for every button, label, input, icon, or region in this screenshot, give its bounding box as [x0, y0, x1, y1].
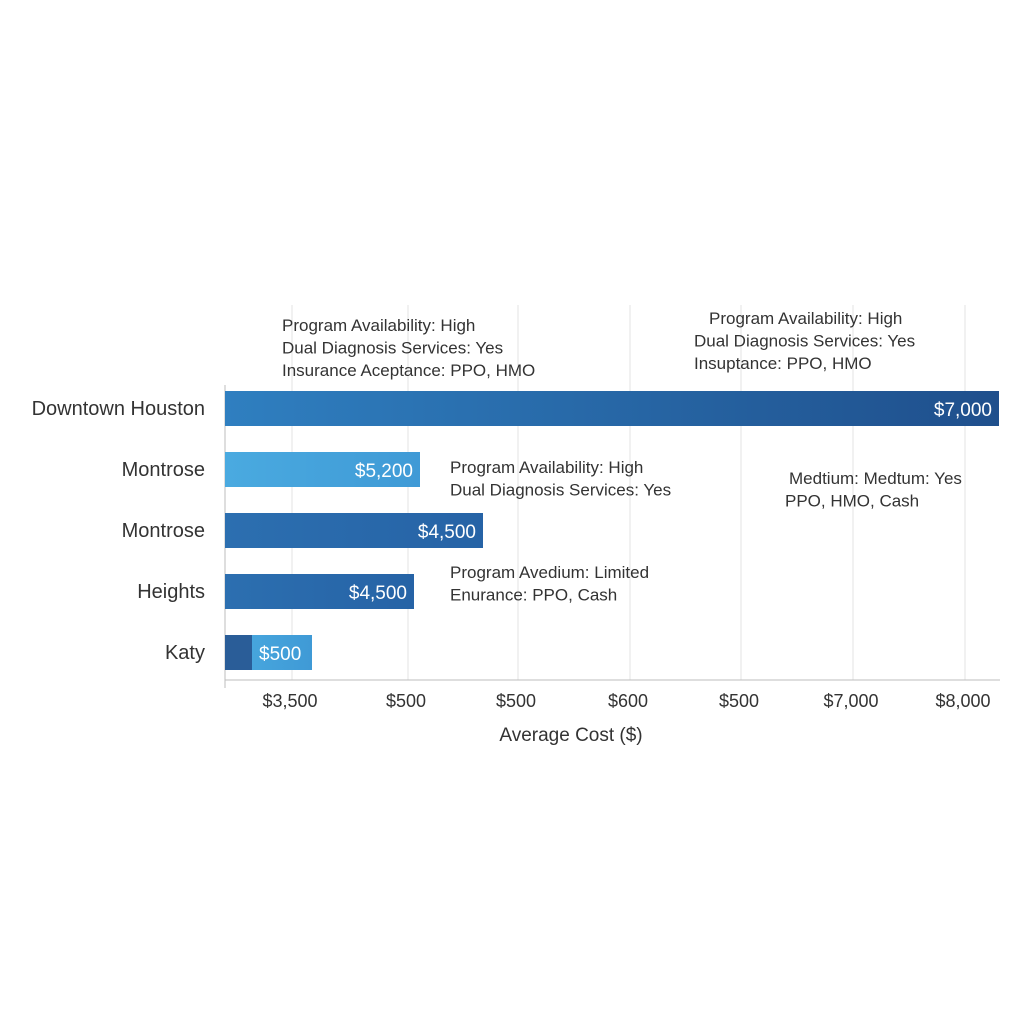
- x-tick-label: $7,000: [823, 691, 878, 711]
- annotation-line: Insurance Aceptance: PPO, HMO: [282, 361, 535, 380]
- annotation-line: Program Avedium: Limited: [450, 563, 649, 582]
- value-label: $500: [259, 644, 301, 665]
- category-label: Downtown Houston: [32, 398, 205, 420]
- bar: [225, 574, 414, 609]
- annotation-line: Dual Diagnosis Services: Yes: [450, 481, 671, 500]
- bar-accent-segment: [225, 635, 252, 670]
- x-tick-label: $500: [496, 691, 536, 711]
- value-label: $5,200: [355, 461, 413, 482]
- x-tick-label: $500: [386, 691, 426, 711]
- labels: Downtown Houston $7,000 Montrose $5,200 Mont…: [32, 398, 992, 665]
- annotation-line: Enurance: PPO, Cash: [450, 586, 617, 605]
- annotation-line: Program Availability: High: [450, 458, 643, 477]
- category-label: Katy: [165, 642, 205, 664]
- annotation-line: Medtium: Medtum: Yes: [789, 469, 962, 488]
- x-tick-label: $500: [719, 691, 759, 711]
- value-label: $7,000: [934, 400, 992, 421]
- annotation-line: Dual Diagnosis Services: Yes: [694, 332, 915, 351]
- annotation-line: Program Availability: High: [709, 309, 902, 328]
- value-label: $4,500: [418, 522, 476, 543]
- x-tick-label: $3,500: [262, 691, 317, 711]
- axes: $3,500 $500 $500 $600 $500 $7,000 $8,000 Averag…: [224, 385, 1000, 746]
- annotation-line: Program Availability: High: [282, 316, 475, 335]
- bar: [225, 513, 483, 548]
- bars: [225, 391, 999, 670]
- annotations: Program Availability: High Dual Diagnosis…: [282, 309, 962, 605]
- x-axis-title: Average Cost ($): [499, 725, 642, 746]
- category-label: Montrose: [122, 520, 205, 542]
- bar: [225, 452, 420, 487]
- value-label: $4,500: [349, 583, 407, 604]
- x-tick-label: $8,000: [935, 691, 990, 711]
- bar: [225, 391, 999, 426]
- category-label: Heights: [137, 581, 205, 603]
- gridlines: [291, 305, 966, 680]
- annotation-line: Dual Diagnosis Services: Yes: [282, 339, 503, 358]
- x-tick-label: $600: [608, 691, 648, 711]
- annotation-line: Insuptance: PPO, HMO: [694, 354, 872, 373]
- category-label: Montrose: [122, 459, 205, 481]
- annotation-line: PPO, HMO, Cash: [785, 492, 919, 511]
